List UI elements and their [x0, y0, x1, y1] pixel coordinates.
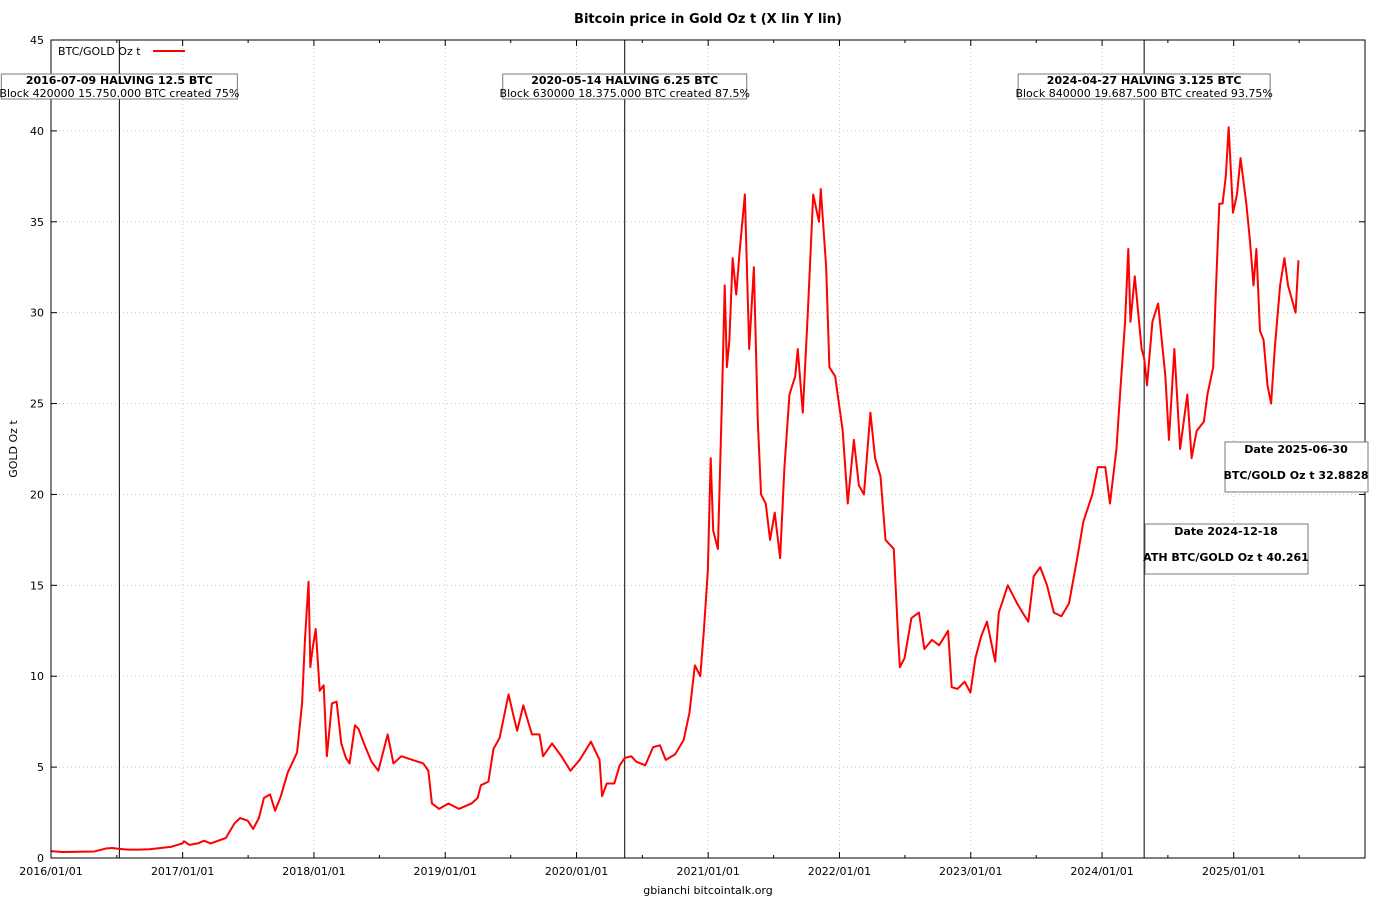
halving-detail: Block 630000 18.375.000 BTC created 87.5… — [500, 87, 750, 100]
y-tick-label: 45 — [30, 34, 44, 47]
x-tick-label: 2025/01/01 — [1202, 865, 1265, 878]
x-tick-label: 2018/01/01 — [282, 865, 345, 878]
halving-title: 2020-05-14 HALVING 6.25 BTC — [531, 74, 718, 87]
halving-box — [502, 73, 748, 100]
y-tick-label: 5 — [37, 761, 44, 774]
y-tick-label: 10 — [30, 670, 44, 683]
info-box-ath-value: ATH BTC/GOLD Oz t 40.261 — [1143, 551, 1309, 564]
y-tick-label: 0 — [37, 852, 44, 865]
halving-title: 2016-07-09 HALVING 12.5 BTC — [26, 74, 213, 87]
info-box-latest: Date 2025-06-30 BTC/GOLD Oz t 32.8828 — [1223, 441, 1369, 493]
halving-box — [0, 73, 238, 100]
y-tick-label: 25 — [30, 398, 44, 411]
legend-label: BTC/GOLD Oz t — [58, 45, 141, 58]
info-box-ath: Date 2024-12-18 ATH BTC/GOLD Oz t 40.261 — [1143, 523, 1309, 575]
series-line — [50, 126, 1300, 853]
x-tick-label: 2022/01/01 — [808, 865, 871, 878]
x-tick-label: 2020/01/01 — [545, 865, 608, 878]
y-tick-label: 30 — [30, 307, 44, 320]
chart-title: Bitcoin price in Gold Oz t (X lin Y lin) — [574, 12, 842, 27]
y-tick-label: 15 — [30, 579, 44, 592]
x-tick-label: 2019/01/01 — [414, 865, 477, 878]
legend: BTC/GOLD Oz t — [58, 45, 185, 58]
x-tick-label: 2016/01/01 — [19, 865, 82, 878]
info-box-ath-date: Date 2024-12-18 — [1174, 525, 1277, 538]
halving-box — [1017, 73, 1271, 100]
y-tick-label: 40 — [30, 125, 44, 138]
info-box-latest-value: BTC/GOLD Oz t 32.8828 — [1223, 469, 1368, 482]
grid-lines — [51, 40, 1365, 858]
y-axis-ticks: 0 5 10 15 20 25 30 35 40 45 — [30, 34, 1365, 865]
x-tick-label: 2024/01/01 — [1070, 865, 1133, 878]
y-tick-label: 35 — [30, 216, 44, 229]
halving-detail: Block 840000 19.687.500 BTC created 93.7… — [1015, 87, 1272, 100]
halving-title: 2024-04-27 HALVING 3.125 BTC — [1047, 74, 1242, 87]
x-tick-label: 2017/01/01 — [151, 865, 214, 878]
series-layer — [50, 126, 1300, 853]
halving-detail: Block 420000 15.750.000 BTC created 75% — [0, 87, 239, 100]
x-axis-label: gbianchi bitcointalk.org — [643, 884, 772, 897]
y-axis-label: GOLD Oz t — [7, 420, 20, 478]
x-tick-label: 2021/01/01 — [676, 865, 739, 878]
x-tick-label: 2023/01/01 — [939, 865, 1002, 878]
y-tick-label: 20 — [30, 488, 44, 501]
info-box-latest-frame — [1224, 441, 1369, 493]
x-axis-ticks: 2016/01/01 2017/01/01 2018/01/01 2019/01/01… — [19, 40, 1300, 878]
halving-lines — [118, 40, 1145, 858]
info-box-ath-frame — [1144, 523, 1309, 575]
info-box-latest-date: Date 2025-06-30 — [1244, 443, 1348, 456]
